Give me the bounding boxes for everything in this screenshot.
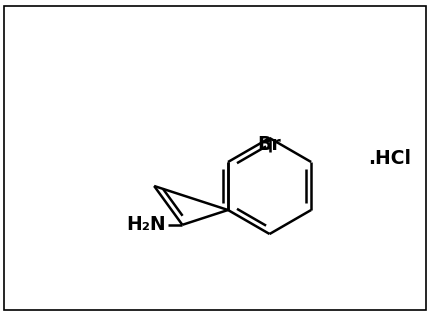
Text: H₂N: H₂N [127,215,166,234]
Text: .HCl: .HCl [368,149,412,169]
Text: Br: Br [258,135,281,154]
